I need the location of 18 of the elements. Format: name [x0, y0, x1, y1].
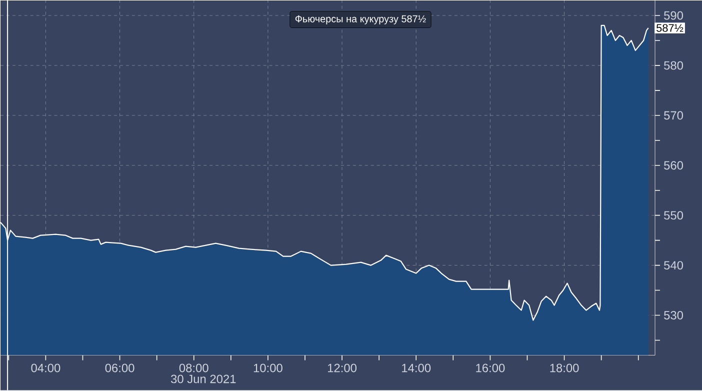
x-tick-label: 14:00	[402, 364, 431, 372]
annotation: 587½	[656, 24, 684, 32]
x-tick-label: 06:00	[105, 364, 134, 372]
x-tick-label: 16:00	[476, 364, 505, 372]
y-tick-label: 540	[664, 261, 684, 270]
y-tick-label: 580	[664, 61, 684, 70]
x-tick-label: 12:00	[328, 364, 357, 372]
text: Фьючерсы на кукурузу 587½	[295, 15, 426, 24]
x-tick-label: 18:00	[550, 364, 579, 372]
x-axis-title: 30 Jun 2021	[170, 374, 236, 384]
y-tick-label: 530	[664, 311, 684, 320]
y-tick-label: 560	[664, 161, 684, 170]
y-tick-label: 590	[664, 11, 684, 20]
x-tick-label: 08:00	[179, 364, 208, 372]
x-tick-label: 04:00	[31, 364, 60, 372]
x-tick-label: 10:00	[254, 364, 282, 372]
y-tick-label: 570	[664, 111, 684, 120]
y-tick-label: 550	[664, 211, 684, 220]
